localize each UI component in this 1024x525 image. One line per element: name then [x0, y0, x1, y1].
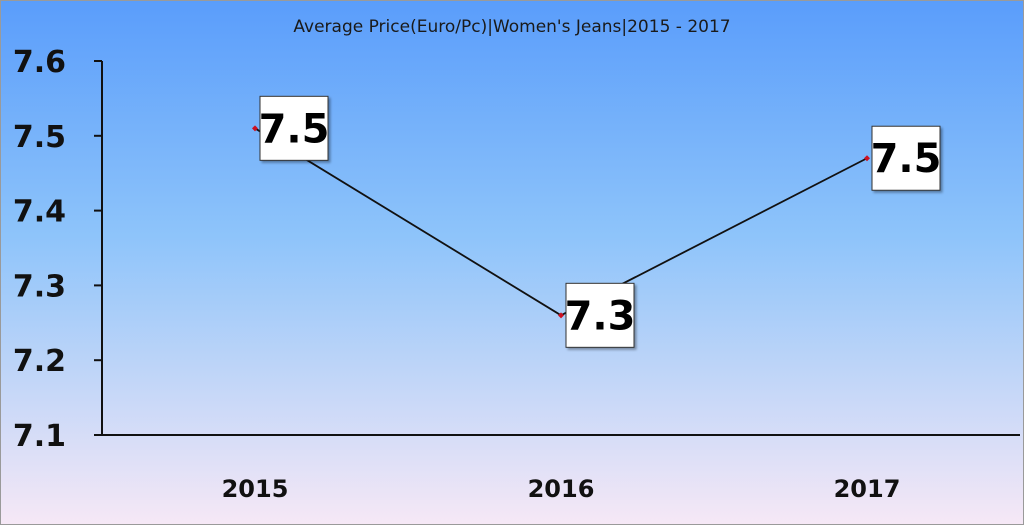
data-labels: 7.5 7.3 7.5 — [259, 95, 942, 348]
y-tick-label: 7.6 — [13, 45, 66, 80]
data-point-marker — [558, 312, 564, 319]
x-tick-label: 2016 — [528, 475, 595, 503]
data-point-marker — [252, 125, 258, 132]
series — [252, 125, 870, 319]
y-tick-label: 7.3 — [13, 269, 66, 304]
data-label-box — [259, 95, 329, 161]
y-tick-label: 7.1 — [13, 419, 66, 454]
data-label: 7.3 — [565, 293, 636, 339]
data-label: 7.5 — [259, 106, 330, 152]
chart-title: Average Price(Euro/Pc)|Women's Jeans|201… — [293, 17, 730, 37]
y-axis: 7.1 7.2 7.3 7.4 7.5 7.6 — [13, 45, 103, 454]
data-point-marker — [864, 155, 870, 162]
x-tick-label: 2017 — [834, 475, 901, 503]
y-tick-label: 7.2 — [13, 344, 66, 379]
y-tick-label: 7.4 — [13, 195, 66, 230]
data-label-box — [871, 125, 941, 191]
data-label-box — [565, 282, 635, 348]
x-axis: 2015 2016 2017 — [102, 434, 1020, 503]
data-label: 7.5 — [871, 136, 942, 182]
x-tick-label: 2015 — [222, 475, 289, 503]
y-tick-label: 7.5 — [13, 120, 66, 155]
